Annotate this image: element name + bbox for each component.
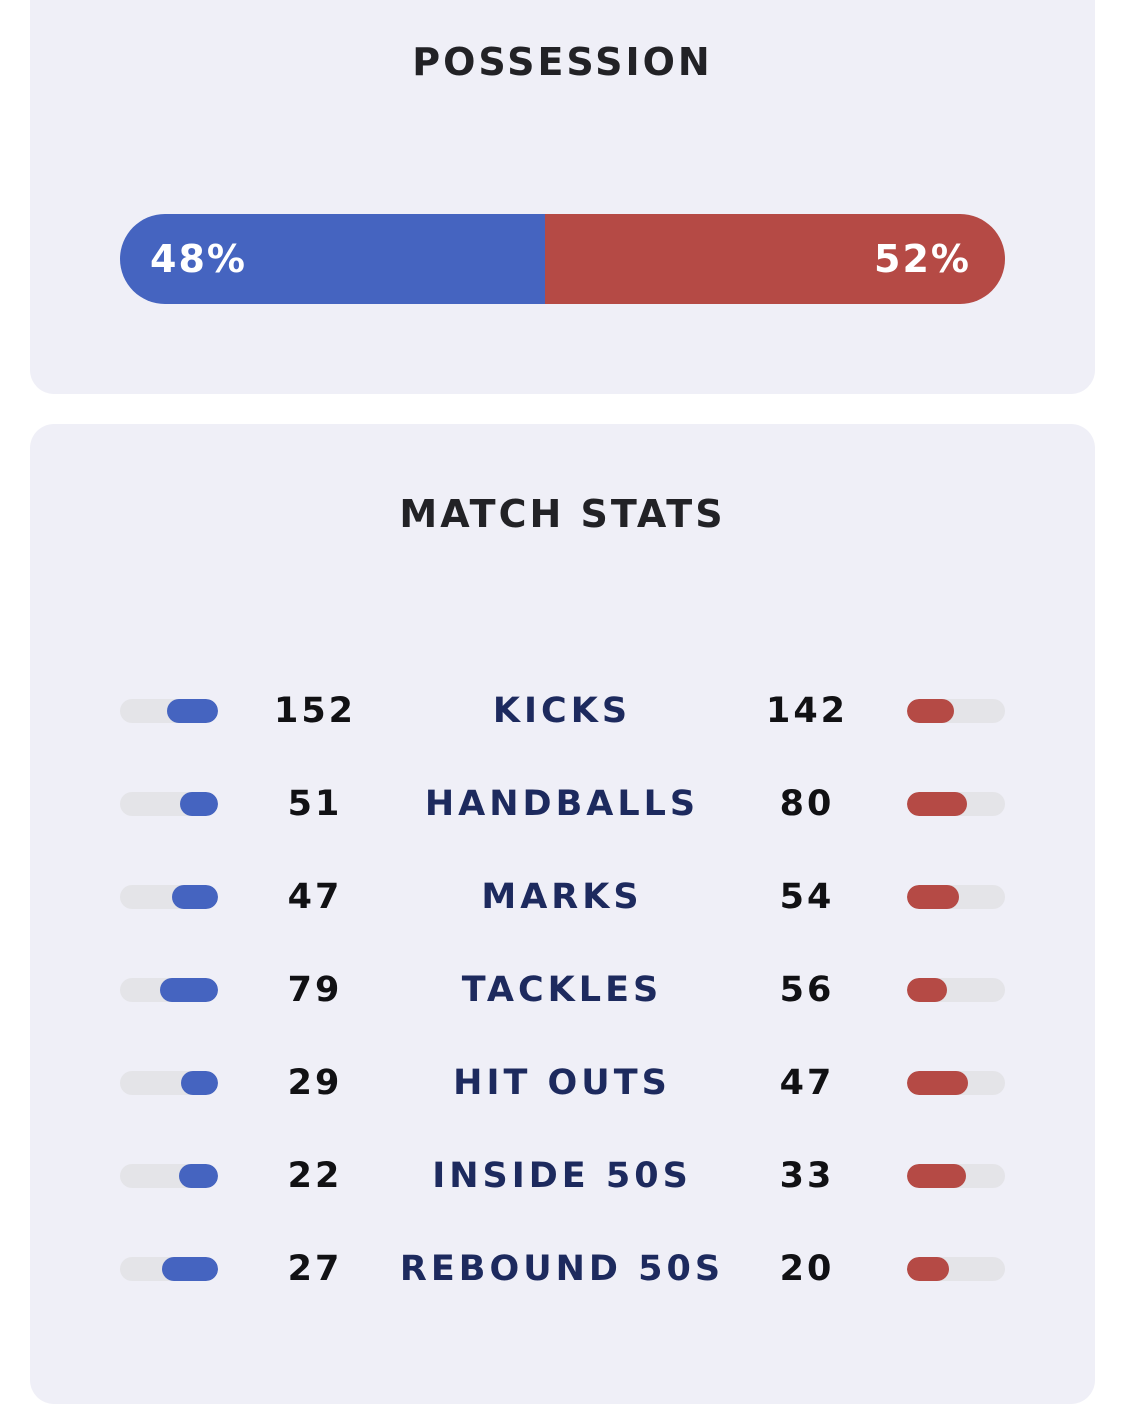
stat-label: HANDBALLS — [424, 784, 700, 824]
away-stat-bar-fill — [907, 978, 947, 1002]
home-stat-bar — [120, 792, 218, 816]
away-stat-value: 56 — [779, 970, 835, 1010]
home-stat-bar — [120, 1071, 218, 1095]
away-stat-value: 47 — [779, 1063, 835, 1103]
away-stat-bar-fill — [907, 699, 954, 723]
possession-title: POSSESSION — [412, 40, 713, 84]
away-stat-bar — [907, 1257, 1005, 1281]
home-stat-bar — [120, 699, 218, 723]
stat-row: 79 TACKLES 56 — [30, 960, 1095, 1020]
home-stat-bar — [120, 885, 218, 909]
away-stat-bar — [907, 1164, 1005, 1188]
home-stat-value: 22 — [287, 1156, 343, 1196]
home-stat-bar-fill — [160, 978, 218, 1002]
possession-bar: 48% 52% — [120, 214, 1005, 304]
away-stat-bar — [907, 792, 1005, 816]
away-stat-bar-fill — [907, 885, 959, 909]
away-stat-bar — [907, 885, 1005, 909]
possession-away-segment: 52% — [545, 214, 1005, 304]
stat-row: 22 INSIDE 50S 33 — [30, 1146, 1095, 1206]
away-stat-value: 54 — [779, 877, 835, 917]
away-stat-bar — [907, 699, 1005, 723]
stat-label: HIT OUTS — [453, 1063, 671, 1103]
away-stat-bar-fill — [907, 1164, 966, 1188]
home-stat-bar — [120, 1257, 218, 1281]
stat-label: KICKS — [492, 691, 632, 731]
home-stat-bar-fill — [172, 885, 218, 909]
match-stats-title: MATCH STATS — [399, 492, 726, 536]
home-stat-bar-fill — [181, 1071, 218, 1095]
home-stat-value: 152 — [273, 691, 357, 731]
away-stat-value: 80 — [779, 784, 835, 824]
stat-label: REBOUND 50S — [399, 1249, 725, 1289]
stat-row: 152 KICKS 142 — [30, 681, 1095, 741]
stat-row: 27 REBOUND 50S 20 — [30, 1239, 1095, 1299]
possession-away-percent: 52% — [874, 237, 971, 281]
stat-row: 51 HANDBALLS 80 — [30, 774, 1095, 834]
home-stat-bar-fill — [167, 699, 218, 723]
home-stat-bar-fill — [162, 1257, 218, 1281]
home-stat-value: 27 — [287, 1249, 343, 1289]
stat-label: INSIDE 50S — [432, 1156, 692, 1196]
possession-home-percent: 48% — [150, 237, 247, 281]
stat-row: 29 HIT OUTS 47 — [30, 1053, 1095, 1113]
away-stat-value: 142 — [765, 691, 849, 731]
away-stat-bar-fill — [907, 792, 967, 816]
away-stat-bar-fill — [907, 1257, 949, 1281]
possession-home-segment: 48% — [120, 214, 545, 304]
home-stat-value: 79 — [287, 970, 343, 1010]
away-stat-value: 20 — [779, 1249, 835, 1289]
possession-card: POSSESSION 48% 52% — [30, 0, 1095, 394]
away-stat-bar-fill — [907, 1071, 968, 1095]
home-stat-value: 47 — [287, 877, 343, 917]
home-stat-bar-fill — [180, 792, 218, 816]
home-stat-value: 51 — [287, 784, 343, 824]
away-stat-value: 33 — [779, 1156, 835, 1196]
match-stats-card: MATCH STATS 152 KICKS 142 51 HANDBALLS 80 47 MA… — [30, 424, 1095, 1404]
home-stat-bar — [120, 978, 218, 1002]
home-stat-bar-fill — [179, 1164, 218, 1188]
home-stat-value: 29 — [287, 1063, 343, 1103]
stat-row: 47 MARKS 54 — [30, 867, 1095, 927]
stat-label: TACKLES — [461, 970, 663, 1010]
away-stat-bar — [907, 978, 1005, 1002]
away-stat-bar — [907, 1071, 1005, 1095]
stat-label: MARKS — [481, 877, 643, 917]
home-stat-bar — [120, 1164, 218, 1188]
